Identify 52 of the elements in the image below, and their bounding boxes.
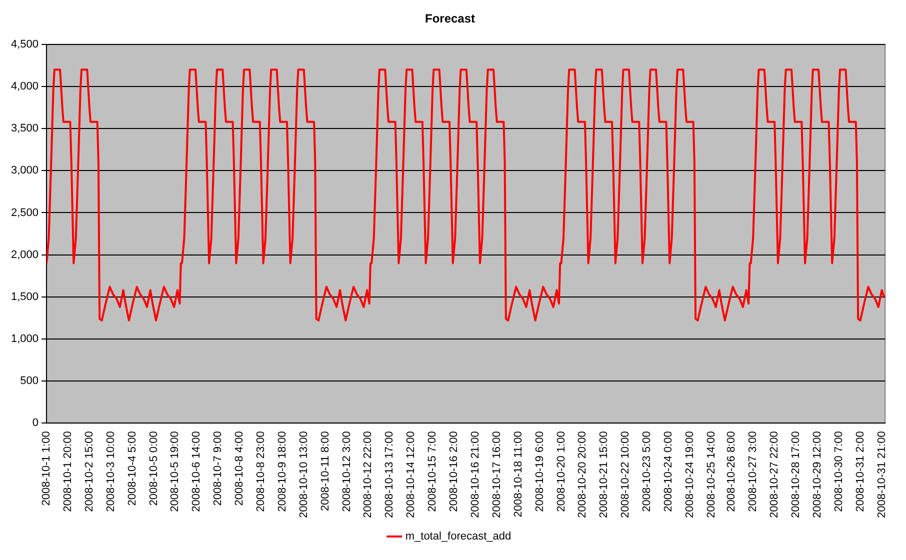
y-tick-label: 3,500 xyxy=(10,122,39,135)
x-tick-label: 2008-10-8 23:00 xyxy=(255,431,268,512)
legend-label: m_total_forecast_add xyxy=(405,530,512,543)
y-tick-label: 1,500 xyxy=(10,290,39,303)
x-tick-label: 2008-10-1 20:00 xyxy=(62,431,74,512)
x-tick-label: 2008-10-24 19:00 xyxy=(684,431,696,518)
x-tick-label: 2008-10-26 8:00 xyxy=(726,431,738,512)
x-tick-label: 2008-10-5 0:00 xyxy=(148,431,160,506)
x-tick-label: 2008-10-13 17:00 xyxy=(384,431,396,518)
y-tick-label: 2,500 xyxy=(10,206,39,219)
x-tick-label: 2008-10-7 9:00 xyxy=(212,431,224,506)
x-tick-label: 2008-10-11 8:00 xyxy=(319,431,332,512)
x-tick-label: 2008-10-5 19:00 xyxy=(169,431,182,512)
x-tick-label: 2008-10-27 3:00 xyxy=(747,431,760,512)
y-tick-label: 2,000 xyxy=(10,248,39,261)
x-tick-label: 2008-10-16 2:00 xyxy=(448,431,460,512)
x-tick-label: 2008-10-31 2:00 xyxy=(854,431,866,512)
x-tick-label: 2008-10-30 7:00 xyxy=(832,431,845,512)
y-tick-label: 1,000 xyxy=(10,333,39,346)
x-tick-label: 2008-10-31 21:00 xyxy=(876,431,888,518)
x-tick-label: 2008-10-28 17:00 xyxy=(790,431,802,518)
x-tick-label: 2008-10-20 1:00 xyxy=(555,431,568,512)
x-tick-label: 2008-10-16 21:00 xyxy=(469,431,482,518)
x-tick-label: 2008-10-12 22:00 xyxy=(362,431,374,518)
x-tick-label: 2008-10-18 11:00 xyxy=(512,431,524,518)
x-tick-label: 2008-10-10 13:00 xyxy=(298,431,310,518)
y-tick-label: 500 xyxy=(20,375,39,388)
x-tick-label: 2008-10-14 12:00 xyxy=(405,431,418,518)
chart-title: Forecast xyxy=(424,12,476,26)
x-tick-label: 2008-10-8 4:00 xyxy=(234,431,246,506)
y-tick-label: 3,000 xyxy=(10,164,39,177)
x-tick-label: 2008-10-24 0:00 xyxy=(662,431,674,512)
x-tick-label: 2008-10-25 14:00 xyxy=(705,431,718,518)
x-tick-label: 2008-10-6 14:00 xyxy=(190,431,203,512)
x-tick-label: 2008-10-17 16:00 xyxy=(490,431,503,518)
x-tick-label: 2008-10-15 7:00 xyxy=(426,431,439,512)
x-tick-label: 2008-10-12 3:00 xyxy=(340,431,353,512)
y-tick-label: 4,500 xyxy=(10,38,39,50)
x-tick-label: 2008-10-2 15:00 xyxy=(83,431,96,512)
x-tick-label: 2008-10-21 15:00 xyxy=(598,431,610,518)
x-tick-label: 2008-10-9 18:00 xyxy=(276,431,288,512)
x-tick-label: 2008-10-3 10:00 xyxy=(104,431,117,512)
x-tick-label: 2008-10-1 1:00 xyxy=(40,431,53,506)
x-tick-label: 2008-10-19 6:00 xyxy=(534,431,546,512)
x-tick-label: 2008-10-27 22:00 xyxy=(768,431,781,518)
x-tick-label: 2008-10-20 20:00 xyxy=(576,431,589,518)
x-tick-label: 2008-10-22 10:00 xyxy=(620,431,632,518)
x-tick-label: 2008-10-23 5:00 xyxy=(641,431,654,512)
x-tick-label: 2008-10-29 12:00 xyxy=(811,431,824,518)
y-tick-label: 0 xyxy=(32,417,39,430)
y-tick-label: 4,000 xyxy=(10,80,39,93)
x-tick-label: 2008-10-4 5:00 xyxy=(126,431,138,506)
